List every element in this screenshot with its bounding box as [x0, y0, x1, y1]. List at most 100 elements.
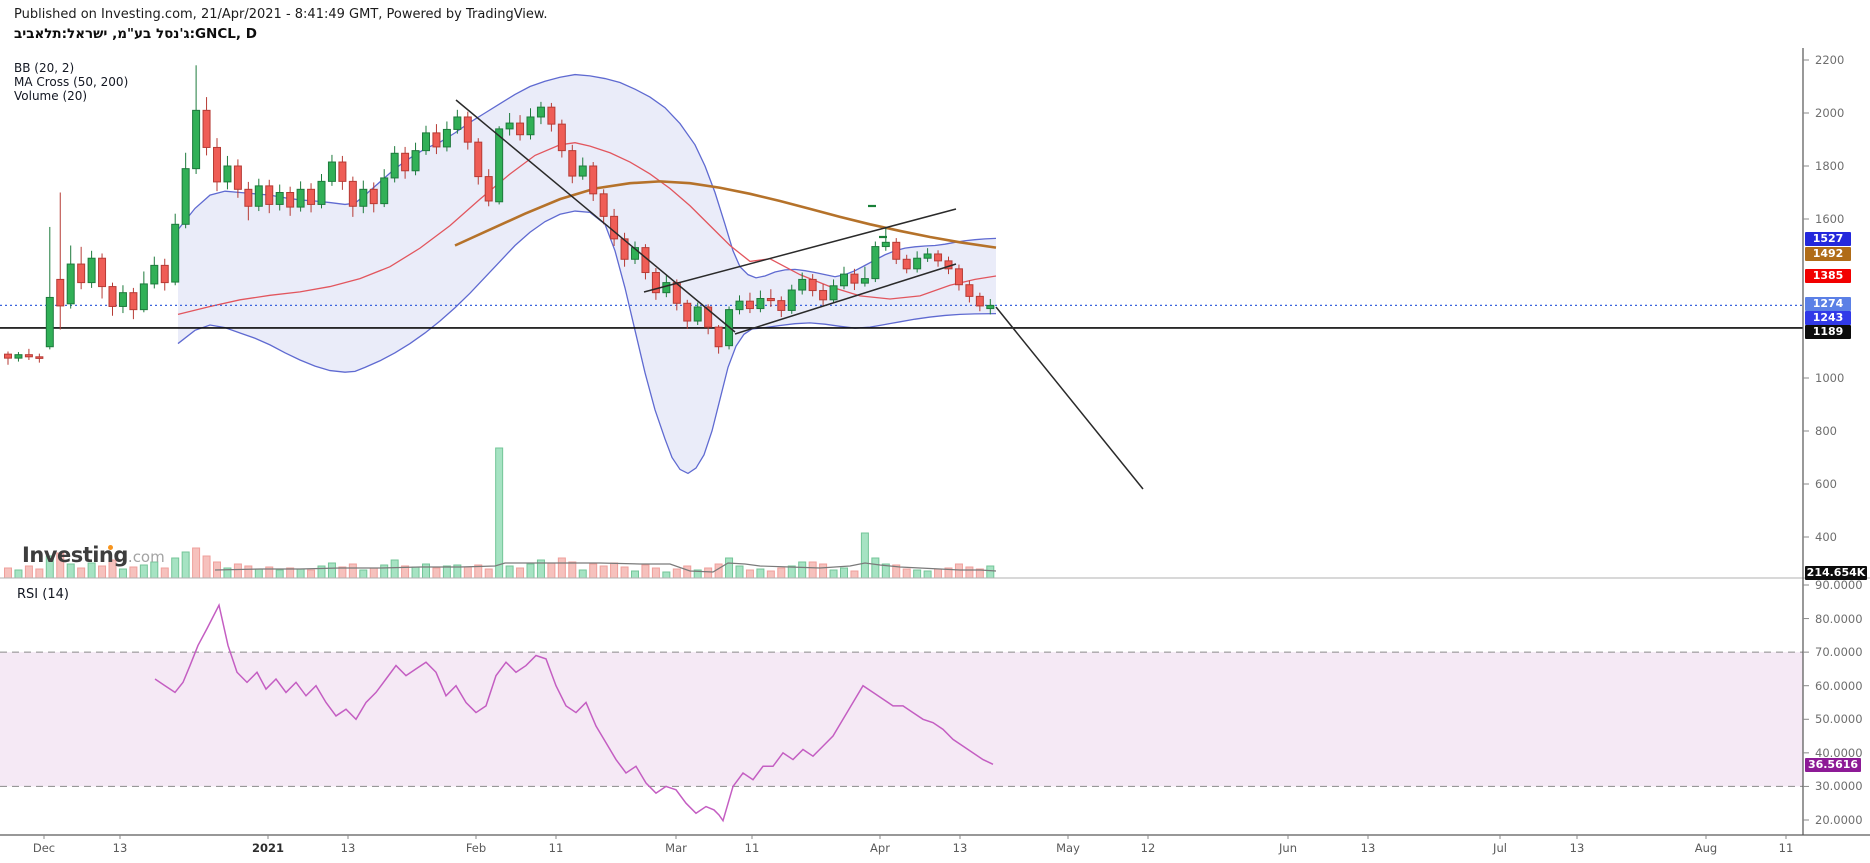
- volume-bar: [620, 566, 629, 579]
- candle-body: [620, 238, 629, 260]
- candle-body: [202, 109, 211, 148]
- volume-bar: [641, 564, 650, 579]
- candle-body: [171, 223, 180, 283]
- volume-bar: [484, 568, 493, 579]
- candle-body: [359, 188, 368, 207]
- time-axis-label: Mar: [665, 841, 687, 855]
- volume-bar: [777, 567, 786, 579]
- price-tick-label: 1800: [1815, 159, 1845, 173]
- candle-body: [77, 263, 86, 284]
- decline-trendline: [455, 99, 736, 333]
- candle-body: [631, 247, 639, 260]
- volume-bar: [735, 565, 744, 579]
- indicator-label-volume[interactable]: Volume (20): [14, 89, 88, 103]
- volume-bar: [317, 565, 326, 579]
- volume-bar: [24, 565, 33, 579]
- volume-bar: [118, 568, 127, 579]
- volume-bar: [348, 563, 357, 579]
- candle-body: [286, 192, 295, 208]
- candle-body: [432, 132, 441, 148]
- volume-bar: [986, 565, 995, 579]
- candle-body: [599, 193, 608, 217]
- candle-body: [840, 273, 848, 287]
- candle-body: [683, 302, 692, 322]
- price-badge-1492: 1492: [1805, 247, 1851, 261]
- volume-bar: [129, 566, 138, 579]
- indicator-label-rsi[interactable]: RSI (14): [17, 587, 69, 602]
- volume-bar: [850, 570, 859, 579]
- projection-line: [995, 306, 1144, 490]
- candle-body: [24, 354, 33, 358]
- time-axis-label: 11: [548, 841, 564, 855]
- rsi-tick-label: 20.0000: [1815, 812, 1863, 827]
- volume-bar: [411, 566, 420, 579]
- time-axis-label: Dec: [32, 841, 56, 855]
- volume-bar: [829, 569, 838, 579]
- volume-bar: [390, 559, 399, 579]
- candle-body: [213, 146, 221, 183]
- candle-body: [463, 116, 472, 143]
- volume-bar: [296, 568, 305, 579]
- indicator-label-ma-cross[interactable]: MA Cross (50, 200): [14, 75, 129, 89]
- price-tick-label: 2200: [1815, 53, 1845, 67]
- candle-body: [56, 278, 65, 307]
- candle-body: [495, 128, 504, 203]
- candle-body: [14, 354, 23, 359]
- candle-body: [160, 264, 169, 284]
- candle-body: [139, 283, 148, 311]
- indicator-label-bb[interactable]: BB (20, 2): [14, 61, 75, 75]
- time-axis-label: Jul: [1493, 841, 1507, 855]
- time-axis-label: May: [1056, 841, 1080, 855]
- candle-body: [986, 304, 995, 310]
- rsi-band-fill: [0, 652, 1803, 787]
- candle-body: [442, 128, 451, 148]
- candle-body: [735, 300, 744, 311]
- volume-bar: [578, 569, 587, 579]
- time-axis-label: 11: [1778, 841, 1794, 855]
- candle-body: [965, 284, 974, 297]
- candle-body: [975, 295, 984, 307]
- time-axis-label: Aug: [1694, 841, 1718, 855]
- rsi-tick-label: 40.0000: [1815, 745, 1863, 760]
- candle-body: [4, 353, 12, 359]
- volume-bar: [338, 566, 347, 579]
- volume-bar: [327, 562, 336, 579]
- candle-body: [87, 257, 96, 284]
- volume-bar: [871, 557, 880, 579]
- rsi-tick-label: 30.0000: [1815, 779, 1863, 794]
- time-axis-label: Jun: [1279, 841, 1297, 855]
- candle-body: [390, 152, 399, 179]
- volume-bar: [244, 565, 253, 579]
- volume-bar: [756, 568, 765, 579]
- candle-body: [422, 132, 430, 152]
- volume-bar: [965, 566, 974, 579]
- candle-body: [348, 180, 357, 207]
- candle-body: [756, 298, 765, 310]
- bollinger-basis-line: [177, 142, 997, 316]
- volume-bar: [714, 563, 723, 579]
- volume-bar: [171, 557, 180, 579]
- volume-bar: [307, 569, 316, 579]
- volume-bar: [913, 569, 922, 579]
- candle-body: [474, 141, 483, 178]
- price-badge-1527: 1527: [1805, 232, 1851, 246]
- volume-bar: [495, 447, 504, 579]
- candle-body: [254, 185, 263, 207]
- volume-bar: [599, 565, 608, 579]
- time-axis-label: Feb: [465, 841, 487, 855]
- price-tick-label: 1600: [1815, 212, 1845, 226]
- volume-bar: [422, 563, 430, 579]
- volume-bar: [860, 532, 869, 579]
- volume-bar: [840, 567, 848, 579]
- candle-body: [777, 300, 786, 311]
- time-axis-label: 12: [1140, 841, 1156, 855]
- volume-bar: [808, 561, 817, 579]
- time-axis-label: Apr: [870, 841, 890, 855]
- candle-body: [557, 123, 566, 152]
- volume-bar: [819, 563, 828, 579]
- volume-bar: [798, 561, 807, 579]
- candle-body: [233, 165, 242, 190]
- volume-bar: [77, 567, 86, 579]
- candle-body: [192, 109, 201, 170]
